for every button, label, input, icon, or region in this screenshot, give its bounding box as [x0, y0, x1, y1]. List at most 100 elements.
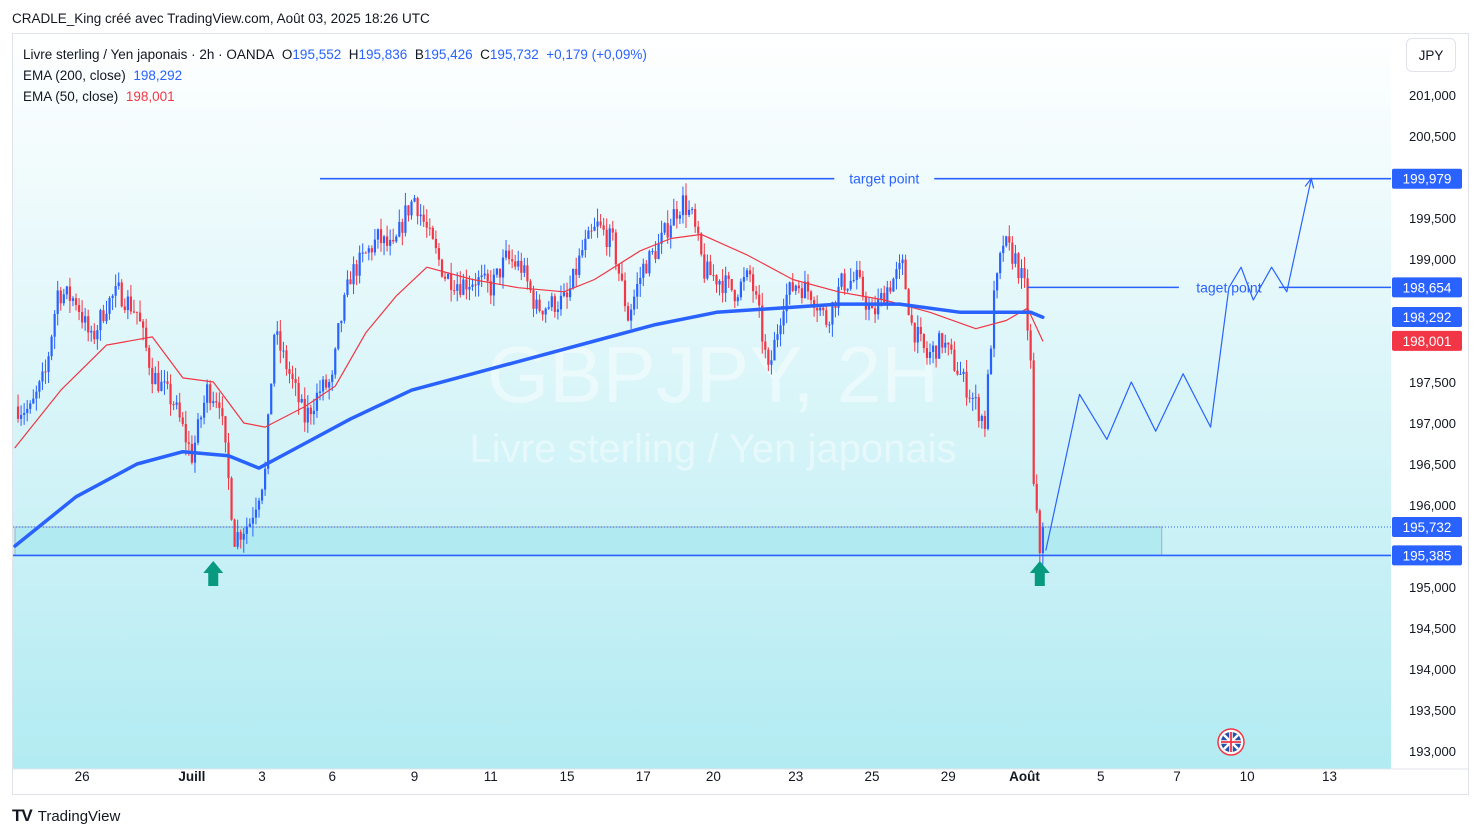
candle-body	[239, 532, 242, 540]
candle-body	[703, 254, 706, 279]
candle-body	[611, 228, 614, 233]
candle-body	[666, 223, 669, 238]
legend-symbol[interactable]: Livre sterling / Yen japonais · 2h · OAN…	[23, 47, 275, 62]
candle-body	[56, 290, 59, 314]
ohlc-high-value: 195,836	[358, 47, 408, 62]
tradingview-logo[interactable]: TV TradingView	[12, 806, 120, 826]
candle-body	[285, 350, 288, 370]
candle-body	[742, 277, 746, 282]
y-tick-label: 199,500	[1409, 211, 1456, 226]
candle-body	[142, 321, 145, 328]
ohlc-close-value: 195,732	[489, 47, 539, 62]
price-label-box	[1392, 307, 1462, 328]
candle-body	[791, 282, 794, 291]
price-label-box	[1392, 545, 1462, 566]
candle-body	[126, 296, 129, 311]
candle-body	[809, 291, 813, 301]
ohlc-open-value: 195,552	[292, 47, 342, 62]
candle-body	[633, 296, 636, 310]
candle-body	[953, 349, 956, 371]
legend-ema200-row[interactable]: EMA (200, close) 198,292	[23, 65, 647, 86]
watermark-title: GBPJPY, 2H	[487, 330, 939, 419]
candle-body	[172, 404, 175, 406]
candle-body	[230, 478, 233, 520]
candle-body	[956, 370, 959, 375]
candle-body	[209, 384, 212, 404]
candle-body	[273, 334, 276, 384]
candle-body	[364, 252, 367, 254]
ohlc-change: +0,179 (+0,09%)	[546, 47, 647, 62]
y-tick-label: 195,000	[1409, 580, 1456, 595]
candle-body	[96, 330, 99, 340]
up-arrow-icon	[203, 561, 224, 586]
candle-body	[148, 347, 151, 368]
candle-body	[260, 489, 264, 501]
candle-body	[1038, 510, 1041, 554]
candle-body	[822, 307, 825, 311]
candle-body	[599, 221, 602, 226]
candle-body	[440, 259, 444, 277]
candle-body	[770, 360, 773, 365]
candle-body	[529, 281, 532, 291]
candle-body	[53, 313, 56, 337]
candle-body	[504, 250, 508, 258]
target-line-1-label: target point	[849, 171, 919, 187]
candle-body	[1029, 330, 1032, 361]
candle-body	[895, 269, 898, 279]
candle-body	[779, 325, 782, 335]
candle-body	[1005, 236, 1008, 246]
candle-body	[221, 408, 224, 417]
candle-body	[62, 294, 65, 304]
price-label-text: 198,292	[1403, 310, 1452, 325]
candle-body	[1023, 268, 1026, 279]
chart-frame[interactable]: GBPJPY, 2H Livre sterling / Yen japonais t…	[12, 33, 1469, 795]
candle-body	[74, 298, 78, 305]
candle-body	[23, 412, 26, 415]
candle-body	[44, 371, 47, 373]
candle-body	[639, 277, 642, 285]
candle-body	[999, 253, 1002, 274]
candle-body	[227, 442, 230, 479]
candle-body	[309, 407, 312, 415]
candle-body	[700, 233, 703, 255]
candle-body	[404, 205, 407, 233]
candle-body	[224, 416, 227, 443]
candle-body	[962, 371, 965, 374]
candle-body	[538, 299, 541, 311]
candle-body	[114, 286, 117, 296]
candle-body	[465, 279, 468, 290]
candle-body	[1026, 278, 1029, 331]
price-chart[interactable]: GBPJPY, 2H Livre sterling / Yen japonais t…	[13, 34, 1468, 794]
candle-body	[508, 250, 511, 260]
candle-body	[788, 282, 791, 295]
candle-body	[206, 384, 209, 403]
candle-body	[382, 236, 386, 244]
candle-body	[840, 273, 843, 287]
candle-body	[858, 269, 861, 277]
candle-body	[916, 326, 919, 343]
x-tick-label: 9	[411, 769, 419, 784]
candle-body	[880, 293, 883, 300]
candle-body	[968, 397, 971, 399]
candle-body	[459, 284, 462, 295]
candle-body	[654, 251, 657, 260]
candle-body	[883, 293, 886, 305]
candle-body	[50, 336, 53, 357]
ema50-value: 198,001	[125, 89, 175, 104]
candle-body	[288, 369, 291, 374]
legend-ema50-row[interactable]: EMA (50, close) 198,001	[23, 86, 647, 107]
candle-body	[59, 290, 62, 304]
ohlc-close-label: C	[480, 47, 490, 62]
candle-body	[617, 264, 620, 274]
candle-body	[959, 373, 962, 375]
currency-button[interactable]: JPY	[1406, 38, 1456, 72]
candle-body	[16, 406, 20, 419]
candle-body	[413, 197, 416, 202]
x-tick-label: 6	[328, 769, 336, 784]
candle-body	[355, 264, 358, 276]
candle-body	[291, 373, 294, 380]
candle-body	[535, 299, 538, 309]
candle-body	[602, 225, 605, 230]
x-tick-label: 25	[865, 769, 880, 784]
candle-body	[901, 259, 904, 264]
